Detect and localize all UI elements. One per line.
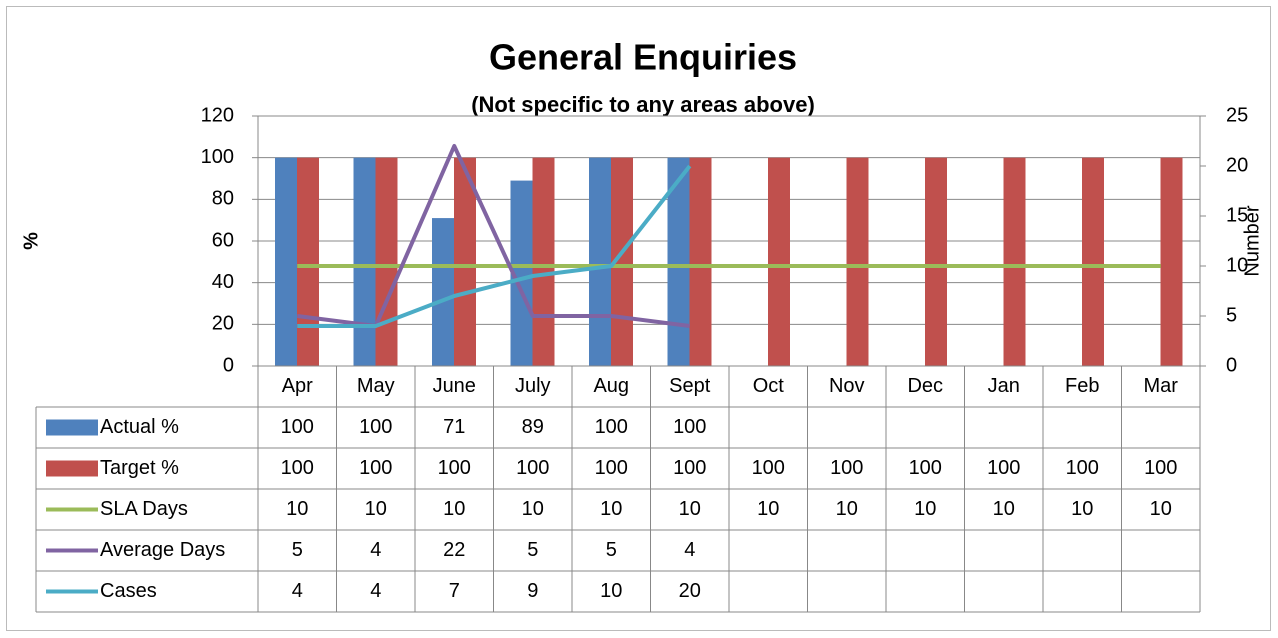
x-tick-label: Nov — [829, 375, 865, 397]
table-value: 100 — [673, 457, 706, 479]
table-value: 7 — [449, 580, 460, 602]
bar — [1082, 157, 1104, 366]
table-value: 10 — [993, 498, 1015, 520]
x-tick-label: July — [515, 375, 551, 397]
x-tick-label: Sept — [669, 375, 711, 397]
bar — [275, 157, 297, 366]
legend-label: Target % — [100, 457, 179, 479]
table-value: 4 — [292, 580, 303, 602]
x-tick-label: June — [433, 375, 476, 397]
table-value: 4 — [684, 539, 695, 561]
bar — [510, 180, 533, 366]
table-value: 71 — [443, 416, 465, 438]
y2-tick-label: 20 — [1226, 154, 1248, 176]
table-value: 100 — [830, 457, 863, 479]
bar — [689, 157, 712, 366]
table-value: 5 — [292, 539, 303, 561]
table-value: 100 — [359, 457, 392, 479]
table-value: 10 — [1071, 498, 1093, 520]
table-value: 10 — [1150, 498, 1172, 520]
table-value: 10 — [443, 498, 465, 520]
bar — [1003, 157, 1026, 366]
y-tick-label: 100 — [201, 146, 234, 168]
legend-label: Cases — [100, 580, 157, 602]
table-value: 100 — [516, 457, 549, 479]
bar — [1160, 157, 1183, 366]
table-value: 100 — [987, 457, 1020, 479]
y2-tick-label: 0 — [1226, 354, 1237, 376]
table-value: 10 — [757, 498, 779, 520]
y2-tick-label: 5 — [1226, 304, 1237, 326]
bar — [925, 157, 947, 366]
x-tick-label: Mar — [1144, 375, 1179, 397]
table-value: 89 — [522, 416, 544, 438]
table-value: 100 — [281, 416, 314, 438]
x-tick-label: Dec — [907, 375, 943, 397]
table-value: 10 — [836, 498, 858, 520]
y-tick-label: 20 — [212, 313, 234, 335]
y2-axis-label: Number — [1241, 205, 1263, 276]
table-value: 4 — [370, 580, 381, 602]
bar — [589, 157, 611, 366]
x-tick-label: Jan — [988, 375, 1020, 397]
table-value: 100 — [1144, 457, 1177, 479]
table-value: 100 — [673, 416, 706, 438]
table-value: 10 — [365, 498, 387, 520]
x-tick-label: Apr — [282, 375, 313, 397]
table-value: 100 — [1066, 457, 1099, 479]
chart-subtitle: (Not specific to any areas above) — [471, 92, 815, 117]
table-value: 5 — [527, 539, 538, 561]
line-series — [297, 164, 692, 328]
table-value: 100 — [595, 416, 628, 438]
bar — [846, 157, 869, 366]
table-value: 4 — [370, 539, 381, 561]
y-tick-label: 60 — [212, 229, 234, 251]
bar — [768, 157, 790, 366]
table-value: 5 — [606, 539, 617, 561]
x-tick-label: Oct — [753, 375, 785, 397]
table-value: 10 — [286, 498, 308, 520]
y-axis-label: % — [20, 232, 42, 250]
table-value: 20 — [679, 580, 701, 602]
legend-key — [46, 419, 98, 436]
bar — [353, 157, 376, 366]
legend-label: Average Days — [100, 539, 225, 561]
y2-tick-label: 10 — [1226, 254, 1248, 276]
y-tick-label: 0 — [223, 354, 234, 376]
bar — [432, 218, 454, 366]
x-tick-label: Feb — [1065, 375, 1099, 397]
chart-title: General Enquiries — [489, 37, 797, 78]
table-value: 9 — [527, 580, 538, 602]
y2-tick-label: 25 — [1226, 104, 1248, 126]
table-value: 100 — [438, 457, 471, 479]
table-value: 10 — [522, 498, 544, 520]
table-value: 10 — [679, 498, 701, 520]
bar — [454, 157, 476, 366]
legend-key — [46, 460, 98, 477]
table-value: 10 — [914, 498, 936, 520]
legend-label: SLA Days — [100, 498, 188, 520]
table-value: 10 — [600, 498, 622, 520]
y-tick-label: 40 — [212, 271, 234, 293]
bar — [532, 157, 555, 366]
bar — [375, 157, 398, 366]
y2-tick-label: 15 — [1226, 204, 1248, 226]
x-tick-label: May — [357, 375, 395, 397]
table-value: 100 — [909, 457, 942, 479]
table-value: 100 — [595, 457, 628, 479]
y-tick-label: 80 — [212, 188, 234, 210]
legend-label: Actual % — [100, 416, 179, 438]
bar — [297, 157, 319, 366]
x-tick-label: Aug — [593, 375, 629, 397]
bar — [667, 157, 690, 366]
table-value: 100 — [359, 416, 392, 438]
table-value: 22 — [443, 539, 465, 561]
table-value: 10 — [600, 580, 622, 602]
table-value: 100 — [281, 457, 314, 479]
bar — [611, 157, 633, 366]
table-value: 100 — [752, 457, 785, 479]
y-tick-label: 120 — [201, 104, 234, 126]
